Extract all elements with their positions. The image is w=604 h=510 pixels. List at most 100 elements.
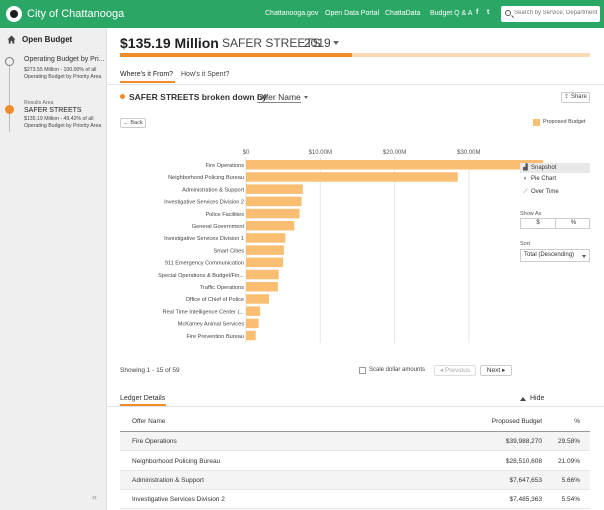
percent-cell: 21.09%: [557, 458, 580, 465]
table-row[interactable]: Fire Operations $39,988,270 29.58%: [120, 432, 590, 451]
bar[interactable]: [246, 196, 302, 207]
bar[interactable]: [246, 294, 270, 304]
back-arrow-icon: ←: [123, 120, 131, 126]
facebook-icon[interactable]: f: [476, 9, 479, 16]
tab-hows-it-spent[interactable]: How's it Spent?: [181, 71, 230, 78]
chevron-down-icon: [582, 255, 586, 258]
column-percent[interactable]: %: [574, 418, 580, 425]
bar[interactable]: [246, 184, 303, 194]
breadcrumb-connector: [9, 62, 10, 132]
bar-chart-svg: $0 $10.00M $20.00M $30.00M Fire Operations Ne…: [158, 150, 544, 343]
x-tick-label: $10.00M: [309, 150, 332, 156]
bar-chart-icon: ▟: [523, 165, 528, 171]
nav-link-chattadata[interactable]: ChattaData: [385, 10, 421, 17]
back-label: Back: [130, 120, 143, 126]
back-button[interactable]: ← Back: [120, 118, 146, 128]
offer-name-cell: Fire Operations: [132, 438, 177, 445]
view-over-time[interactable]: ⟋ Over Time: [520, 189, 558, 196]
page-title: SAFER STREETS: [222, 36, 321, 50]
category-label: Fire Operations: [205, 163, 244, 169]
view-pie-chart[interactable]: ◐ Pie Chart: [520, 176, 556, 182]
sidebar: Open Budget Operating Budget by Pri... $…: [0, 28, 107, 510]
tab-wheres-it-from[interactable]: Where's it From?: [120, 71, 174, 78]
budget-cell: $39,988,270: [505, 438, 542, 445]
bar[interactable]: [246, 245, 284, 255]
twitter-icon[interactable]: t: [487, 9, 490, 16]
breadcrumb-safer-streets[interactable]: SAFER STREETS: [24, 107, 82, 114]
bar[interactable]: [246, 282, 278, 292]
next-button[interactable]: Next ▸: [480, 365, 512, 376]
legend-swatch: [533, 119, 540, 126]
chevron-up-icon[interactable]: [520, 397, 526, 401]
view-snapshot[interactable]: ▟ Snapshot: [520, 163, 590, 173]
status-dot-icon: [120, 94, 125, 99]
offer-name-cell: Neighborhood Policing Bureau: [132, 458, 221, 465]
budget-share-bar: [120, 53, 590, 57]
category-label: Investigative Services Division 2: [164, 200, 244, 206]
breadcrumb-node-icon: [5, 57, 14, 66]
show-as-percent[interactable]: %: [570, 220, 577, 226]
share-label: Share: [570, 94, 587, 100]
search-icon: [505, 10, 511, 16]
legend-label: Proposed Budget: [543, 119, 586, 125]
nav-link-chattanooga-gov[interactable]: Chattanooga.gov: [265, 10, 319, 17]
previous-button[interactable]: ◂ Previous: [434, 365, 476, 376]
category-label: Fire Prevention Bureau: [186, 334, 244, 340]
home-icon[interactable]: [7, 35, 16, 44]
breadcrumb-active-node-icon: [5, 105, 14, 114]
category-label: McKamey Animal Services: [178, 322, 244, 328]
nav-link-open-data-portal[interactable]: Open Data Portal: [325, 10, 380, 17]
page-amount: $135.19 Million: [120, 35, 219, 51]
column-proposed-budget[interactable]: Proposed Budget: [491, 418, 542, 425]
scale-dollar-checkbox[interactable]: [359, 367, 366, 374]
city-seal-logo[interactable]: [6, 6, 22, 22]
active-tab-underline: [120, 81, 175, 83]
divider: [107, 84, 604, 85]
bar[interactable]: [246, 221, 295, 231]
show-as-toggle: $ %: [520, 218, 590, 229]
view-pie-chart-label: Pie Chart: [531, 176, 557, 182]
bar[interactable]: [246, 330, 256, 341]
show-as-dollars[interactable]: $: [521, 219, 556, 228]
results-count: Showing 1 - 15 of 59: [120, 367, 180, 374]
collapse-sidebar-icon[interactable]: «: [92, 492, 98, 502]
chevron-down-icon[interactable]: [304, 96, 308, 99]
bar[interactable]: [246, 172, 458, 182]
chevron-down-icon[interactable]: [333, 41, 339, 45]
tab-ledger-details[interactable]: Ledger Details: [120, 395, 166, 402]
table-row[interactable]: Neighborhood Policing Bureau $28,510,608…: [120, 452, 590, 471]
bar[interactable]: [246, 160, 544, 170]
category-label: Smart Cities: [214, 248, 245, 254]
sidebar-title[interactable]: Open Budget: [22, 35, 73, 44]
x-tick-label: $20.00M: [383, 150, 406, 156]
table-row[interactable]: Administration & Support $7,647,653 5.66…: [120, 471, 590, 490]
search-input[interactable]: Search by Service, Department: [501, 6, 600, 22]
sort-select[interactable]: Total (Descending): [520, 249, 590, 262]
category-label: Real Time Intelligence Center (...: [163, 309, 245, 315]
bar[interactable]: [246, 306, 261, 316]
hide-button[interactable]: Hide: [530, 395, 545, 402]
category-label: Administration & Support: [182, 187, 244, 193]
category-label: General Government: [192, 224, 245, 230]
sort-value: Total (Descending): [524, 252, 575, 258]
budget-cell: $28,510,608: [505, 458, 542, 465]
year-select[interactable]: 2019: [304, 36, 331, 50]
column-offer-name[interactable]: Offer Name: [132, 418, 166, 425]
bar-chart: $0 $10.00M $20.00M $30.00M Fire Operations Ne…: [120, 145, 544, 345]
bar[interactable]: [246, 318, 259, 329]
breakdown-select[interactable]: Offer Name: [257, 92, 301, 103]
brand-title[interactable]: City of Chattanooga: [27, 8, 125, 20]
bar[interactable]: [246, 269, 279, 280]
divider: [107, 406, 604, 407]
table-row[interactable]: Investigative Services Division 2 $7,485…: [120, 490, 590, 509]
category-label: Special Operations & Budget/Fin...: [158, 273, 244, 279]
bar[interactable]: [246, 257, 284, 268]
bar[interactable]: [246, 208, 300, 219]
nav-link-budget-qa[interactable]: Budget Q & A: [430, 10, 473, 17]
breakdown-heading: SAFER STREETS broken down by: [129, 92, 267, 102]
scale-dollar-label: Scale dollar amounts: [369, 367, 426, 373]
top-bar: City of Chattanooga Chattanooga.gov Open…: [0, 0, 604, 28]
breadcrumb-operating-budget[interactable]: Operating Budget by Pri...: [24, 56, 105, 63]
bar[interactable]: [246, 233, 286, 243]
share-button[interactable]: ⇪ Share: [561, 92, 590, 103]
